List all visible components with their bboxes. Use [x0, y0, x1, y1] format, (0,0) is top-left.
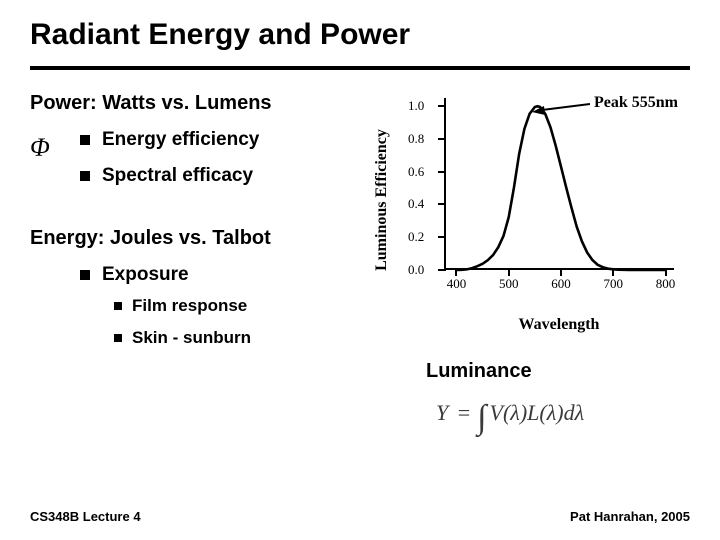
left-column: Power: Watts vs. Lumens Φ Energy efficie… — [30, 92, 390, 437]
bullet-icon — [80, 171, 90, 181]
chart-plot-area: Peak 555nm 0.00.20.40.60.81.040050060070… — [444, 98, 674, 270]
xtick-label: 600 — [551, 276, 571, 292]
item-label: Skin - sunburn — [132, 328, 251, 348]
eq-lambda: λ — [575, 400, 585, 425]
ytick-label: 0.8 — [408, 131, 424, 147]
bullet-icon — [80, 135, 90, 145]
eq-V: V — [490, 400, 503, 425]
page-title: Radiant Energy and Power — [30, 18, 690, 70]
footer-right: Pat Hanrahan, 2005 — [570, 509, 690, 524]
list-item: Energy efficiency — [80, 129, 259, 151]
section1-list: Energy efficiency Spectral efficacy — [80, 129, 259, 201]
ytick-label: 0.4 — [408, 196, 424, 212]
section1-body: Φ Energy efficiency Spectral efficacy — [30, 129, 390, 201]
xtick-label: 400 — [447, 276, 467, 292]
chart-xlabel: Wavelength — [519, 316, 600, 334]
eq-Y: Y — [436, 400, 448, 425]
list-item: Film response — [114, 296, 390, 316]
ytick-label: 0.0 — [408, 262, 424, 278]
list-item: Skin - sunburn — [114, 328, 390, 348]
chart-ylabel: Luminous Efficiency — [373, 129, 391, 271]
sub-list: Film response Skin - sunburn — [114, 296, 390, 348]
section1-heading: Power: Watts vs. Lumens — [30, 92, 390, 115]
ytick-label: 0.2 — [408, 229, 424, 245]
phi-symbol: Φ — [30, 133, 80, 163]
xtick-label: 700 — [604, 276, 624, 292]
ytick-label: 1.0 — [408, 98, 424, 114]
luminous-efficiency-chart: Luminous Efficiency Peak 555nm 0.00.20.4… — [400, 92, 700, 308]
luminance-equation: Y =∫V(λ)L(λ)dλ — [436, 399, 700, 437]
section2: Energy: Joules vs. Talbot Exposure Film … — [30, 227, 390, 348]
list-item: Spectral efficacy — [80, 165, 259, 187]
chart-curve — [446, 98, 676, 270]
xtick-label: 500 — [499, 276, 519, 292]
eq-lambda: λ — [547, 400, 557, 425]
eq-d: d — [564, 400, 575, 425]
eq-L: L — [527, 400, 539, 425]
xtick-label: 800 — [656, 276, 676, 292]
item-label: Energy efficiency — [102, 129, 259, 151]
list-item: Exposure — [80, 264, 390, 286]
footer: CS348B Lecture 4 Pat Hanrahan, 2005 — [30, 509, 690, 524]
bullet-icon — [114, 334, 122, 342]
integral-icon: ∫ — [477, 399, 486, 437]
eq-lambda: λ — [510, 400, 520, 425]
item-label: Exposure — [102, 264, 189, 286]
content: Power: Watts vs. Lumens Φ Energy efficie… — [30, 92, 690, 437]
right-column: Luminous Efficiency Peak 555nm 0.00.20.4… — [390, 92, 700, 437]
bullet-icon — [114, 302, 122, 310]
luminance-heading: Luminance — [426, 360, 700, 383]
ytick-label: 0.6 — [408, 164, 424, 180]
bullet-icon — [80, 270, 90, 280]
slide: Radiant Energy and Power Power: Watts vs… — [0, 0, 720, 540]
item-label: Film response — [132, 296, 247, 316]
section2-heading: Energy: Joules vs. Talbot — [30, 227, 390, 250]
eq-equals: = — [458, 400, 470, 425]
footer-left: CS348B Lecture 4 — [30, 509, 141, 524]
item-label: Spectral efficacy — [102, 165, 253, 187]
